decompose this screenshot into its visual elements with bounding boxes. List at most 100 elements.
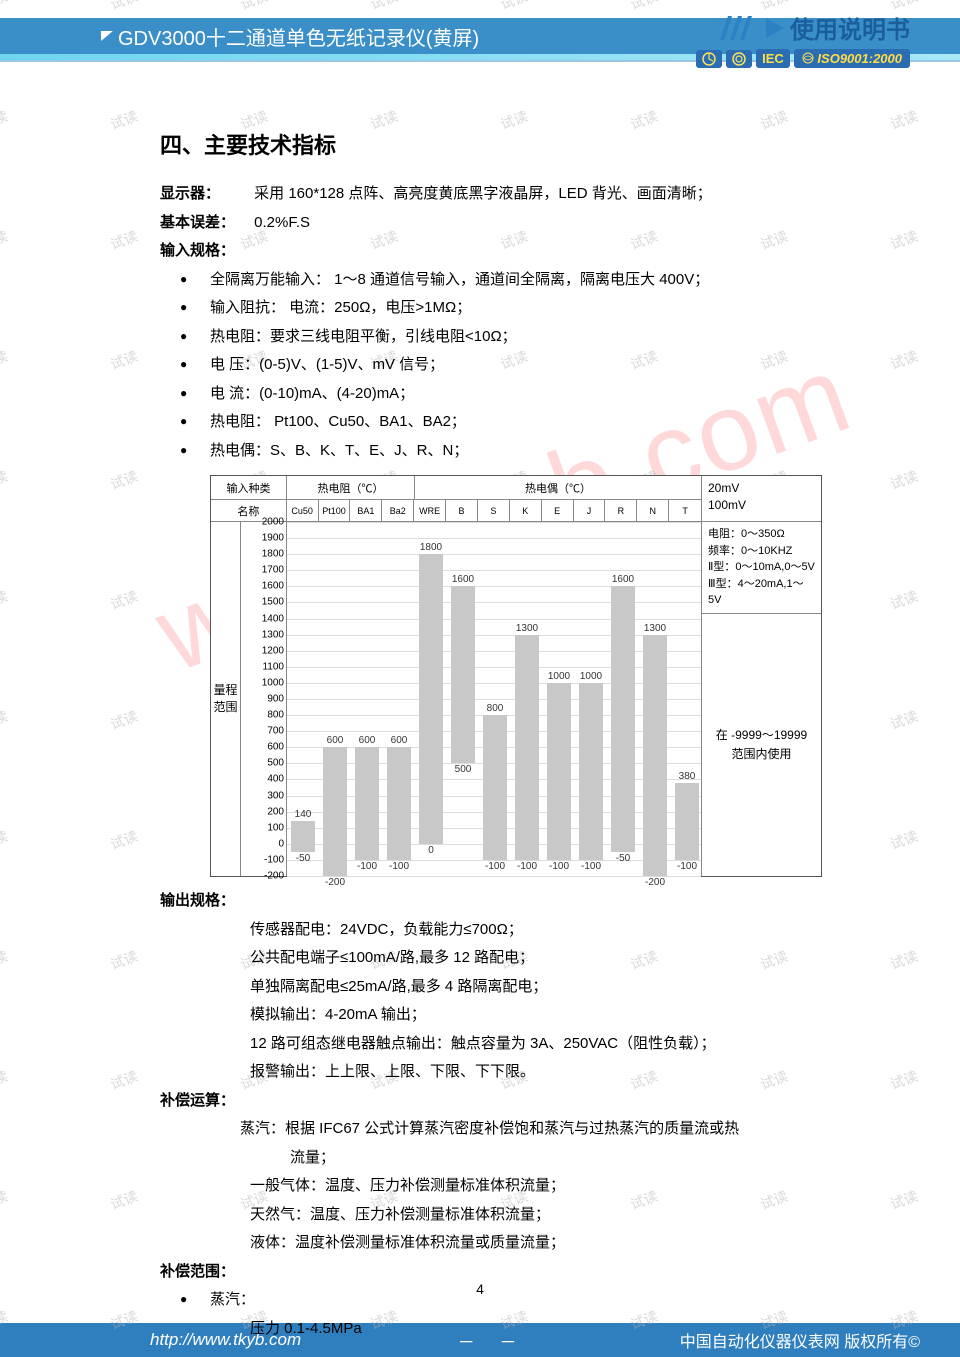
range-steam-text: 压力 0.1-4.5MPa: [160, 1315, 880, 1344]
rp-t2: Ⅱ型：0～10mA,0～5V: [708, 559, 815, 576]
chart-bar-top-label: 380: [671, 771, 703, 782]
chart-ylabel-1: 量程: [214, 683, 238, 697]
chart-bar-bot-label: 500: [447, 764, 479, 775]
chart-bar: [675, 783, 699, 860]
chart-bar-col: 600-200: [319, 522, 351, 876]
input-spec-item: 输入阻抗： 电流：250Ω，电压>1MΩ；: [210, 294, 880, 323]
rp-mv1: 20mV: [708, 480, 815, 497]
input-spec-item: 电 流：(0-10)mA、(4-20)mA；: [210, 380, 880, 409]
chart-bar-bot-label: -200: [639, 877, 671, 888]
rp-mv2: 100mV: [708, 497, 815, 514]
chart-bar-col: 1600 500: [447, 522, 479, 876]
comp-spec-item: 液体：温度补偿测量标准体积流量或质量流量；: [250, 1229, 880, 1258]
stripes-icon: [720, 16, 760, 40]
chart-bar-col: 1000 -100: [543, 522, 575, 876]
chart-ytick: 1000: [262, 677, 284, 688]
chart-ytick: 0: [278, 838, 284, 849]
caret-down-icon: [95, 31, 113, 41]
chart-col-header: E: [542, 500, 574, 521]
chart-ytick: 1400: [262, 613, 284, 624]
output-block: 传感器配电：24VDC，负载能力≤700Ω；公共配电端子≤100mA/路,最多 …: [160, 916, 880, 1087]
chart-col-header: S: [478, 500, 510, 521]
chart-col-header: Ba2: [382, 500, 414, 521]
chart-ytick: 1500: [262, 597, 284, 608]
range-label: 补偿范围：: [160, 1263, 235, 1280]
chart-bar: [323, 747, 347, 876]
chart-ytick: 700: [267, 726, 284, 737]
input-spec-item: 全隔离万能输入： 1～8 通道信号输入，通道间全隔离，隔离电压大 400V；: [210, 266, 880, 295]
chart-bar: [419, 554, 443, 844]
cert-badges: IEC ISO9001:2000: [696, 49, 910, 68]
display-label: 显示器：: [160, 180, 250, 209]
chart-ytick: 600: [267, 742, 284, 753]
chart-ytick: 1600: [262, 581, 284, 592]
chart-bar-top-label: 1600: [447, 574, 479, 585]
chart-bar: [291, 821, 315, 852]
chart-bar-top-label: 1600: [607, 574, 639, 585]
chart-ytick: 1900: [262, 533, 284, 544]
output-label: 输出规格：: [160, 892, 235, 909]
chart-bar-bot-label: -50: [607, 853, 639, 864]
error-text: 0.2%F.S: [254, 214, 310, 231]
product-title: GDV3000十二通道单色无纸记录仪(黄屏): [118, 22, 479, 51]
chart-h-rtd: 热电阻（℃）: [287, 476, 415, 499]
chart-ytick: 1700: [262, 565, 284, 576]
input-spec-item: 热电阻：要求三线电阻平衡，引线电阻<10Ω；: [210, 323, 880, 352]
chart-bar-col: 1300-200: [639, 522, 671, 876]
chart-bar-top-label: 1000: [543, 671, 575, 682]
chart-ytick: 1100: [262, 661, 284, 672]
chart-bar-bot-label: -200: [319, 877, 351, 888]
chart-bar: [611, 586, 635, 852]
chart-bar-bot-label: -100: [671, 861, 703, 872]
chart-bar-col: 800-100: [479, 522, 511, 876]
chart-bar-col: 1800 0: [415, 522, 447, 876]
chart-ytick: 1300: [262, 629, 284, 640]
chart-bar-bot-label: 0: [415, 845, 447, 856]
chart-bar-bot-label: -100: [383, 861, 415, 872]
chart-ytick: 800: [267, 710, 284, 721]
chart-bar-top-label: 600: [383, 735, 415, 746]
ccc-badge2-icon: [726, 50, 752, 68]
iso-badge: ISO9001:2000: [794, 49, 910, 68]
input-spec-item: 电 压：(0-5)V、(1-5)V、mV 信号；: [210, 351, 880, 380]
chart-bar: [451, 586, 475, 763]
iec-badge: IEC: [756, 49, 790, 68]
play-arrow-icon: [766, 18, 784, 38]
chart-col-header: R: [605, 500, 637, 521]
input-spec-label: 输入规格：: [160, 242, 235, 259]
chart-bar-col: 380 -100: [671, 522, 703, 876]
chart-ytick: 400: [267, 774, 284, 785]
chart-bar-top-label: 1000: [575, 671, 607, 682]
chart-bar-col: 140-50: [287, 522, 319, 876]
chart-bar-top-label: 1300: [511, 623, 543, 634]
product-title-bar: GDV3000十二通道单色无纸记录仪(黄屏): [88, 18, 497, 54]
input-spec-item: 热电偶：S、B、K、T、E、J、R、N；: [210, 437, 880, 466]
rp-t3: Ⅲ型：4～20mA,1～5V: [708, 576, 815, 609]
chart-ytick: 1200: [262, 645, 284, 656]
output-spec-item: 传感器配电：24VDC，负载能力≤700Ω；: [250, 916, 880, 945]
chart-bar-top-label: 1800: [415, 542, 447, 553]
chart-bar-bot-label: -100: [511, 861, 543, 872]
chart-bar-col: 1600 -50: [607, 522, 639, 876]
chart-bar-col: 600 -100: [383, 522, 415, 876]
range-chart: 输入种类 热电阻（℃） 热电偶（℃） 名称 Cu50Pt100BA1Ba2WRE…: [210, 475, 822, 877]
error-label: 基本误差：: [160, 209, 250, 238]
ccc-badge-icon: [696, 50, 722, 68]
chart-bar: [547, 683, 571, 860]
chart-ytick: 2000: [262, 517, 284, 528]
chart-col-header: J: [574, 500, 606, 521]
chart-col-header: N: [637, 500, 669, 521]
rp-note2: 范围内使用: [716, 745, 807, 764]
chart-bar-bot-label: -100: [351, 861, 383, 872]
chart-h-tc: 热电偶（℃）: [415, 476, 701, 499]
rp-ohm: 电阻：0～350Ω: [708, 526, 815, 543]
input-spec-list: 全隔离万能输入： 1～8 通道信号输入，通道间全隔离，隔离电压大 400V；输入…: [160, 266, 880, 466]
chart-col-header: BA1: [350, 500, 382, 521]
chart-ytick: 200: [267, 806, 284, 817]
chart-col-header: B: [446, 500, 478, 521]
chart-bar-bot-label: -100: [543, 861, 575, 872]
section-title: 四、主要技术指标: [160, 128, 880, 160]
chart-side-panel: 20mV 100mV 电阻：0～350Ω 频率：0～10KHZ Ⅱ型：0～10m…: [701, 476, 821, 876]
chart-ytick: 100: [267, 822, 284, 833]
chart-bar-col: 600-100: [351, 522, 383, 876]
